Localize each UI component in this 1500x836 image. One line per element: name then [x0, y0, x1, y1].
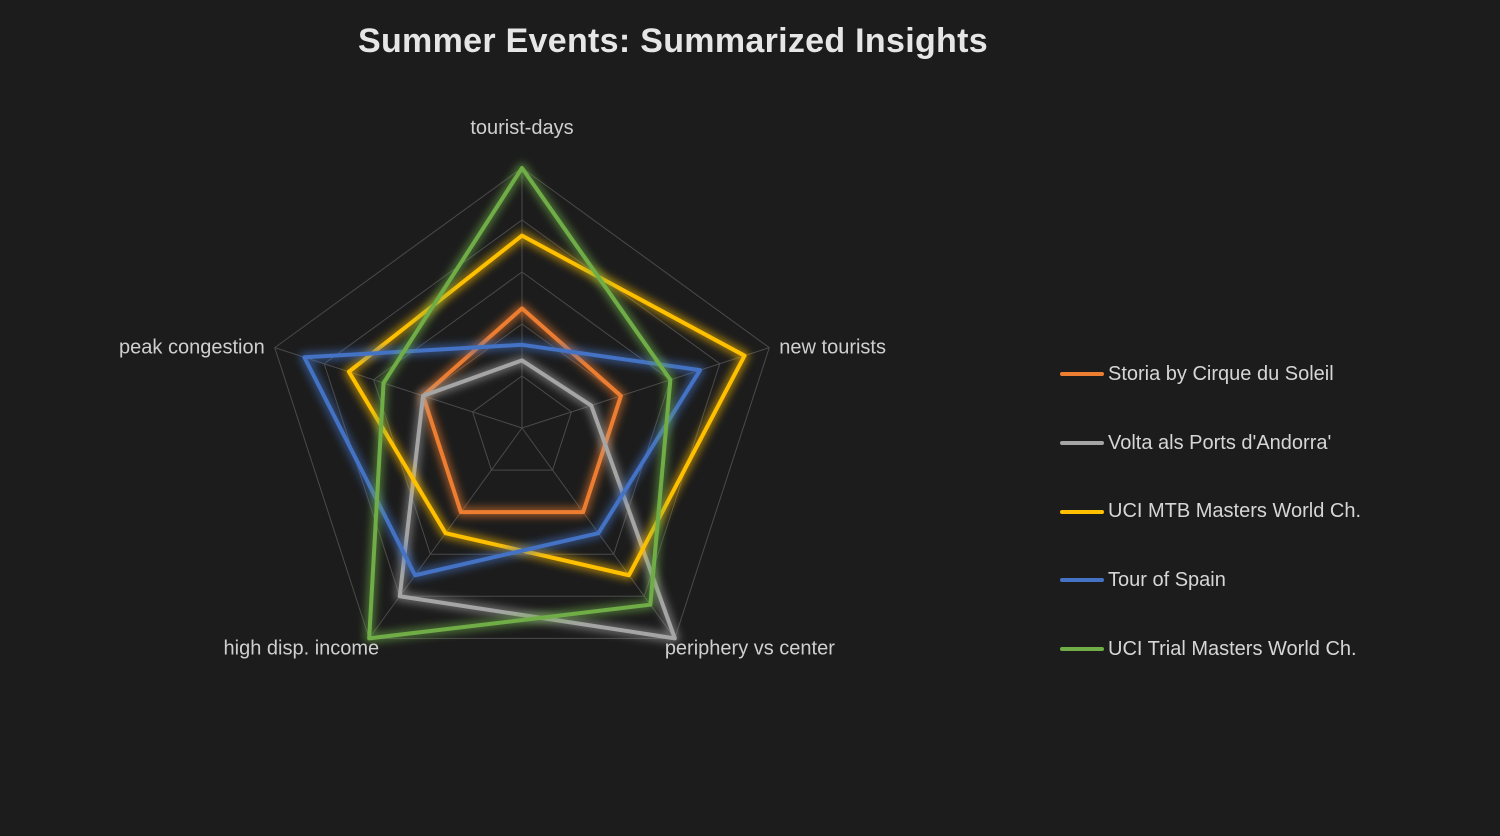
legend-label: Storia by Cirque du Soleil: [1108, 362, 1334, 385]
legend-label: UCI Trial Masters World Ch.: [1108, 637, 1357, 660]
legend-swatch: [1060, 647, 1104, 652]
axis-label: periphery vs center: [665, 637, 835, 659]
legend-item: UCI Trial Masters World Ch.: [1060, 615, 1361, 684]
legend-item: Storia by Cirque du Soleil: [1060, 340, 1361, 409]
series-4: [364, 163, 676, 644]
series-line: [367, 166, 673, 641]
legend-item: Tour of Spain: [1060, 546, 1361, 615]
chart-title: Summer Events: Summarized Insights: [358, 22, 988, 60]
axis-label: new tourists: [779, 337, 886, 359]
legend-item: UCI MTB Masters World Ch.: [1060, 477, 1361, 546]
legend-swatch: [1060, 372, 1104, 377]
axis-labels: tourist-days new tourists periphery vs cen…: [119, 117, 886, 659]
grid-ring: [471, 375, 573, 471]
axis-label: high disp. income: [224, 637, 380, 659]
series-0: [418, 303, 626, 518]
legend-label: Volta als Ports d'Andorra': [1108, 431, 1332, 454]
legend-label: Tour of Spain: [1108, 568, 1226, 591]
grid-ring: [323, 219, 721, 597]
axis-label: peak congestion: [119, 337, 265, 359]
series-line: [421, 306, 623, 515]
grid-ring: [274, 167, 770, 639]
axis-spoke: [521, 347, 770, 429]
legend-swatch: [1060, 509, 1104, 514]
series-3: [299, 339, 706, 581]
legend: Storia by Cirque du Soleil Volta als Port…: [1060, 340, 1361, 683]
radar-series: [299, 163, 750, 644]
legend-swatch: [1060, 441, 1104, 446]
legend-label: UCI MTB Masters World Ch.: [1108, 500, 1361, 523]
axis-label: tourist-days: [470, 117, 573, 139]
series-line: [302, 342, 703, 578]
legend-item: Volta als Ports d'Andorra': [1060, 409, 1361, 478]
legend-swatch: [1060, 578, 1104, 583]
